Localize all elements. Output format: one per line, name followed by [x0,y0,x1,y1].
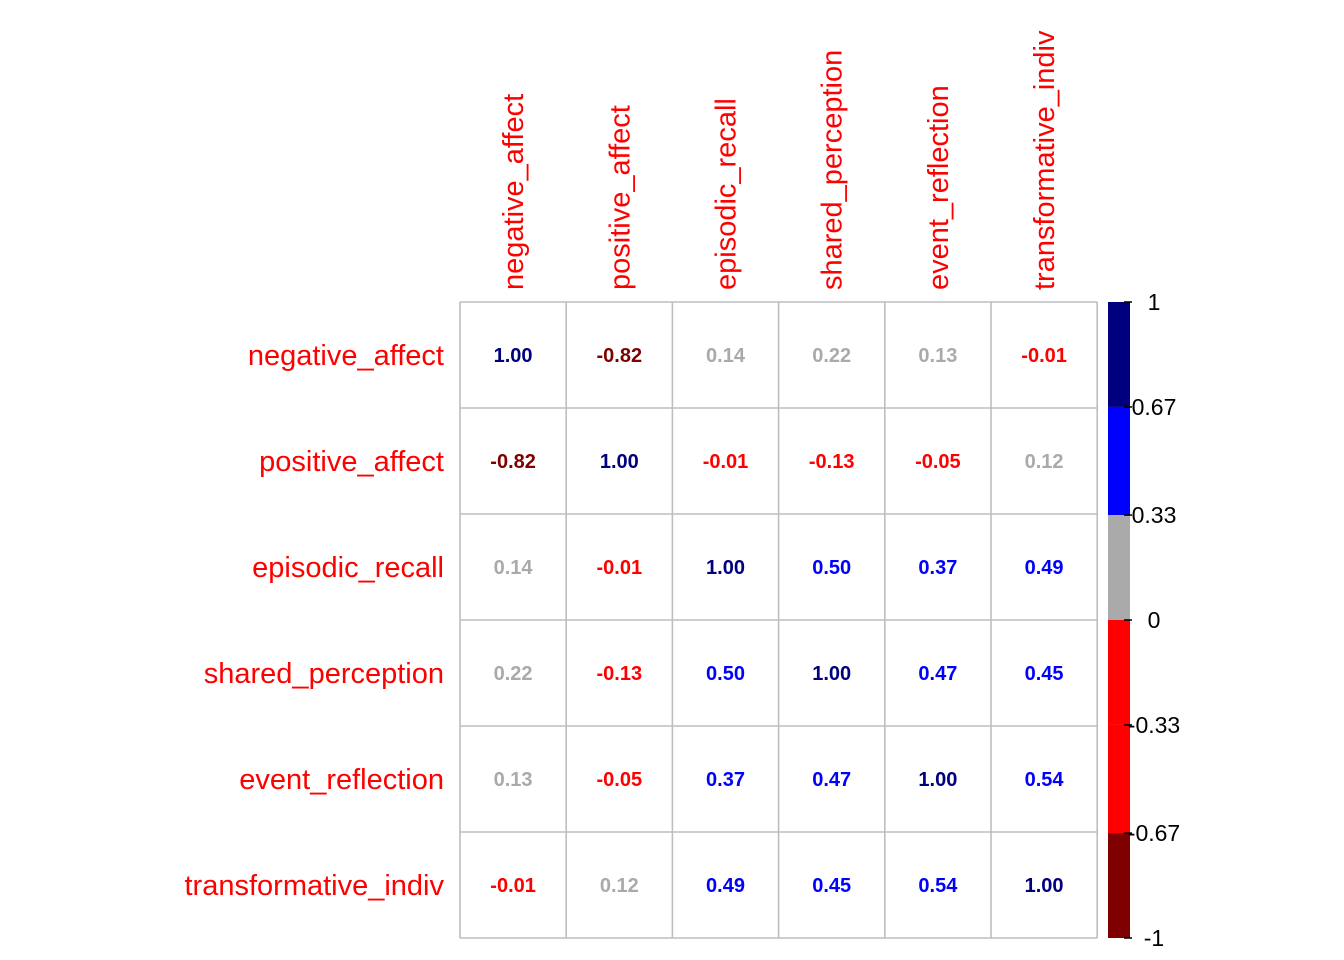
column-labels: negative_affect positive_affect episodic_r… [498,30,1061,290]
cell-value: 0.50 [812,557,851,579]
cell-value: 1.00 [494,345,533,367]
cell-value: -0.13 [809,451,855,473]
cell-value: 1.00 [706,557,745,579]
row-label: shared_perception [204,658,444,690]
color-legend: 1 0.67 0.33 0 -0.33 -0.67 -1 [1108,289,1180,951]
cell-value: -0.13 [597,663,643,685]
cell-value: 0.45 [1025,663,1064,685]
cell-value: -0.82 [597,345,643,367]
cell-value: 0.37 [706,769,745,791]
legend-color-bin [1108,620,1130,725]
column-label: transformative_indiv [1029,30,1061,290]
cell-value: 0.22 [812,345,851,367]
cell-value: -0.01 [490,875,536,897]
cell-value: 0.13 [494,769,533,791]
matrix-values: 1.00 -0.82 0.14 0.22 0.13 -0.01 -0.82 1.00 -0.01… [490,345,1067,897]
cell-value: 0.54 [918,875,958,897]
legend-color-bin [1108,515,1130,620]
cell-value: 0.49 [1025,557,1064,579]
legend-tick-label: -0.67 [1128,820,1180,846]
legend-color-bin [1108,833,1130,938]
legend-tick-label: -1 [1144,925,1164,951]
cell-value: 0.14 [494,557,534,579]
cell-value: 1.00 [1025,875,1064,897]
matrix-grid [459,301,1098,939]
row-labels: negative_affect positive_affect episodic_r… [185,340,445,902]
cell-value: 0.22 [494,663,533,685]
column-label: positive_affect [604,105,636,290]
row-label: transformative_indiv [185,870,445,902]
row-label: positive_affect [259,446,444,478]
cell-value: 0.12 [600,875,639,897]
cell-value: 1.00 [600,451,639,473]
cell-value: 0.47 [812,769,851,791]
row-label: episodic_recall [252,552,444,584]
cell-value: 0.12 [1025,451,1064,473]
cell-value: 0.47 [918,663,957,685]
cell-value: 1.00 [918,769,957,791]
cell-value: -0.01 [597,557,643,579]
cell-value: 0.50 [706,663,745,685]
legend-tick-label: 0 [1148,607,1161,633]
cell-value: -0.01 [1021,345,1067,367]
cell-value: -0.82 [490,451,536,473]
column-label: event_reflection [923,85,955,290]
row-label: event_reflection [239,764,444,796]
cell-value: 1.00 [812,663,851,685]
legend-color-bin [1108,724,1130,834]
column-label: negative_affect [498,94,530,290]
cell-value: -0.01 [703,451,749,473]
column-label: episodic_recall [711,98,743,290]
legend-tick-label: 1 [1148,289,1161,315]
cell-value: 0.45 [812,875,851,897]
cell-value: 0.49 [706,875,745,897]
cell-value: -0.05 [915,451,961,473]
legend-color-bin [1108,302,1130,407]
row-label: negative_affect [248,340,444,372]
legend-tick-label: 0.67 [1132,394,1177,420]
cell-value: -0.05 [597,769,643,791]
legend-tick-label: -0.33 [1128,712,1180,738]
cell-value: 0.13 [918,345,957,367]
cell-value: 0.54 [1025,769,1065,791]
cell-value: 0.14 [706,345,746,367]
legend-tick-label: 0.33 [1132,502,1177,528]
column-label: shared_perception [817,50,849,290]
cell-value: 0.37 [918,557,957,579]
legend-color-bin [1108,406,1130,516]
